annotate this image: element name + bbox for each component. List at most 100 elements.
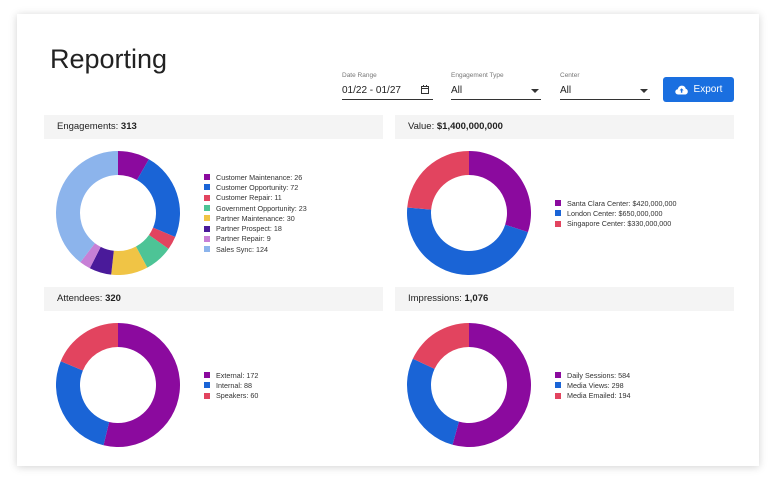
legend-item: Customer Opportunity: 72: [204, 182, 307, 192]
page-title: Reporting: [50, 44, 168, 74]
donut-slice-media-views[interactable]: [407, 358, 459, 445]
donut-slice-internal[interactable]: [56, 361, 110, 446]
legend-swatch: [204, 225, 210, 232]
legend-item: London Center: $650,000,000: [555, 208, 677, 218]
center-select[interactable]: All: [560, 81, 650, 100]
legend-swatch: [555, 200, 561, 207]
legend-swatch: [204, 246, 210, 253]
legend-label: Customer Opportunity: 72: [216, 182, 299, 192]
legend-swatch: [204, 235, 210, 242]
legend-label: Government Opportunity: 23: [216, 203, 307, 213]
donut-slice-sales-sync[interactable]: [56, 151, 118, 263]
donut-slice-daily-sessions[interactable]: [452, 323, 531, 447]
legend-item: External: 172: [204, 370, 258, 380]
legend-swatch: [204, 194, 210, 201]
attendees-header: Attendees: 320: [44, 287, 383, 311]
legend-label: Media Views: 298: [567, 380, 624, 390]
legend-item: Government Opportunity: 23: [204, 203, 307, 213]
legend-label: Partner Maintenance: 30: [216, 213, 295, 223]
date-range-value: 01/22 - 01/27: [342, 85, 401, 96]
impressions-header: Impressions: 1,076: [395, 287, 734, 311]
value-title: Value:: [408, 121, 435, 132]
attendees-legend: External: 172 Internal: 88 Speakers: 60: [204, 370, 258, 401]
legend-swatch: [204, 372, 210, 379]
legend-label: Singapore Center: $330,000,000: [567, 219, 672, 229]
center-label: Center: [560, 72, 580, 79]
engagements-total: 313: [120, 121, 137, 132]
legend-swatch: [204, 205, 210, 212]
engagements-donut-chart: [56, 151, 180, 275]
legend-item: Partner Maintenance: 30: [204, 213, 307, 223]
donut-slice-partner-prospect[interactable]: [89, 246, 114, 275]
impressions-donut-chart: [407, 323, 531, 447]
value-header: Value: $1,400,000,000: [395, 115, 734, 139]
legend-item: Singapore Center: $330,000,000: [555, 219, 677, 229]
legend-label: Partner Repair: 9: [216, 234, 271, 244]
legend-swatch: [204, 174, 210, 181]
attendees-donut-chart: [56, 323, 180, 447]
impressions-legend: Daily Sessions: 584 Media Views: 298 Media…: [555, 370, 631, 401]
value-legend: Santa Clara Center: $420,000,000 London C…: [555, 198, 677, 229]
legend-label: Media Emailed: 194: [567, 391, 631, 401]
date-range-field: Date Range 01/22 - 01/27: [342, 72, 433, 100]
legend-label: Partner Prospect: 18: [216, 224, 282, 234]
legend-label: Daily Sessions: 584: [567, 370, 631, 380]
legend-swatch: [555, 372, 561, 379]
export-button[interactable]: Export: [663, 77, 734, 102]
legend-label: Customer Maintenance: 26: [216, 172, 303, 182]
donut-slice-santa-clara-center[interactable]: [469, 151, 531, 233]
engagement-type-value: All: [451, 85, 463, 96]
value-total: $1,400,000,000: [436, 121, 503, 132]
legend-item: Daily Sessions: 584: [555, 370, 631, 380]
chevron-down-icon: [531, 89, 539, 93]
donut-slice-partner-repair[interactable]: [80, 243, 101, 269]
legend-item: Speakers: 60: [204, 391, 258, 401]
legend-label: Internal: 88: [216, 380, 252, 390]
legend-item: Customer Repair: 11: [204, 193, 307, 203]
legend-label: Customer Repair: 11: [216, 193, 282, 203]
donut-slice-singapore-center[interactable]: [407, 151, 469, 210]
donut-slice-partner-maintenance[interactable]: [111, 246, 148, 275]
legend-swatch: [204, 184, 210, 191]
engagements-legend: Customer Maintenance: 26 Customer Opportu…: [204, 172, 307, 254]
legend-item: Media Emailed: 194: [555, 391, 631, 401]
legend-item: Media Views: 298: [555, 380, 631, 390]
export-label: Export: [693, 84, 723, 95]
legend-label: External: 172: [216, 370, 259, 380]
date-range-label: Date Range: [342, 72, 377, 79]
calendar-icon[interactable]: [421, 85, 429, 94]
donut-slice-customer-repair[interactable]: [148, 227, 176, 249]
engagements-header: Engagements: 313: [44, 115, 383, 139]
legend-label: London Center: $650,000,000: [567, 208, 663, 218]
legend-label: Speakers: 60: [216, 391, 259, 401]
legend-item: Internal: 88: [204, 380, 258, 390]
engagement-type-select[interactable]: All: [451, 81, 541, 100]
legend-swatch: [204, 382, 210, 389]
donut-slice-customer-opportunity[interactable]: [136, 159, 180, 237]
legend-label: Santa Clara Center: $420,000,000: [567, 198, 677, 208]
reporting-card: [17, 14, 759, 466]
impressions-title: Impressions:: [408, 293, 462, 304]
value-donut-chart: [407, 151, 531, 275]
donut-slice-external[interactable]: [103, 323, 180, 447]
donut-slice-customer-maintenance[interactable]: [118, 151, 149, 181]
donut-slice-media-emailed[interactable]: [412, 323, 469, 369]
legend-swatch: [204, 215, 210, 222]
legend-swatch: [555, 392, 561, 399]
legend-swatch: [555, 210, 561, 217]
engagement-type-field: Engagement Type All: [451, 72, 541, 100]
impressions-total: 1,076: [464, 293, 489, 304]
donut-slice-government-opportunity[interactable]: [135, 234, 169, 268]
legend-label: Sales Sync: 124: [216, 244, 268, 254]
engagements-title: Engagements:: [57, 121, 119, 132]
legend-swatch: [555, 382, 561, 389]
legend-item: Customer Maintenance: 26: [204, 172, 307, 182]
legend-item: Partner Prospect: 18: [204, 223, 307, 233]
legend-item: Partner Repair: 9: [204, 234, 307, 244]
legend-swatch: [204, 392, 210, 399]
engagement-type-label: Engagement Type: [451, 72, 504, 79]
attendees-title: Attendees:: [57, 293, 103, 304]
date-range-input[interactable]: 01/22 - 01/27: [342, 81, 433, 100]
donut-slice-london-center[interactable]: [407, 207, 528, 275]
donut-slice-speakers[interactable]: [60, 323, 118, 371]
